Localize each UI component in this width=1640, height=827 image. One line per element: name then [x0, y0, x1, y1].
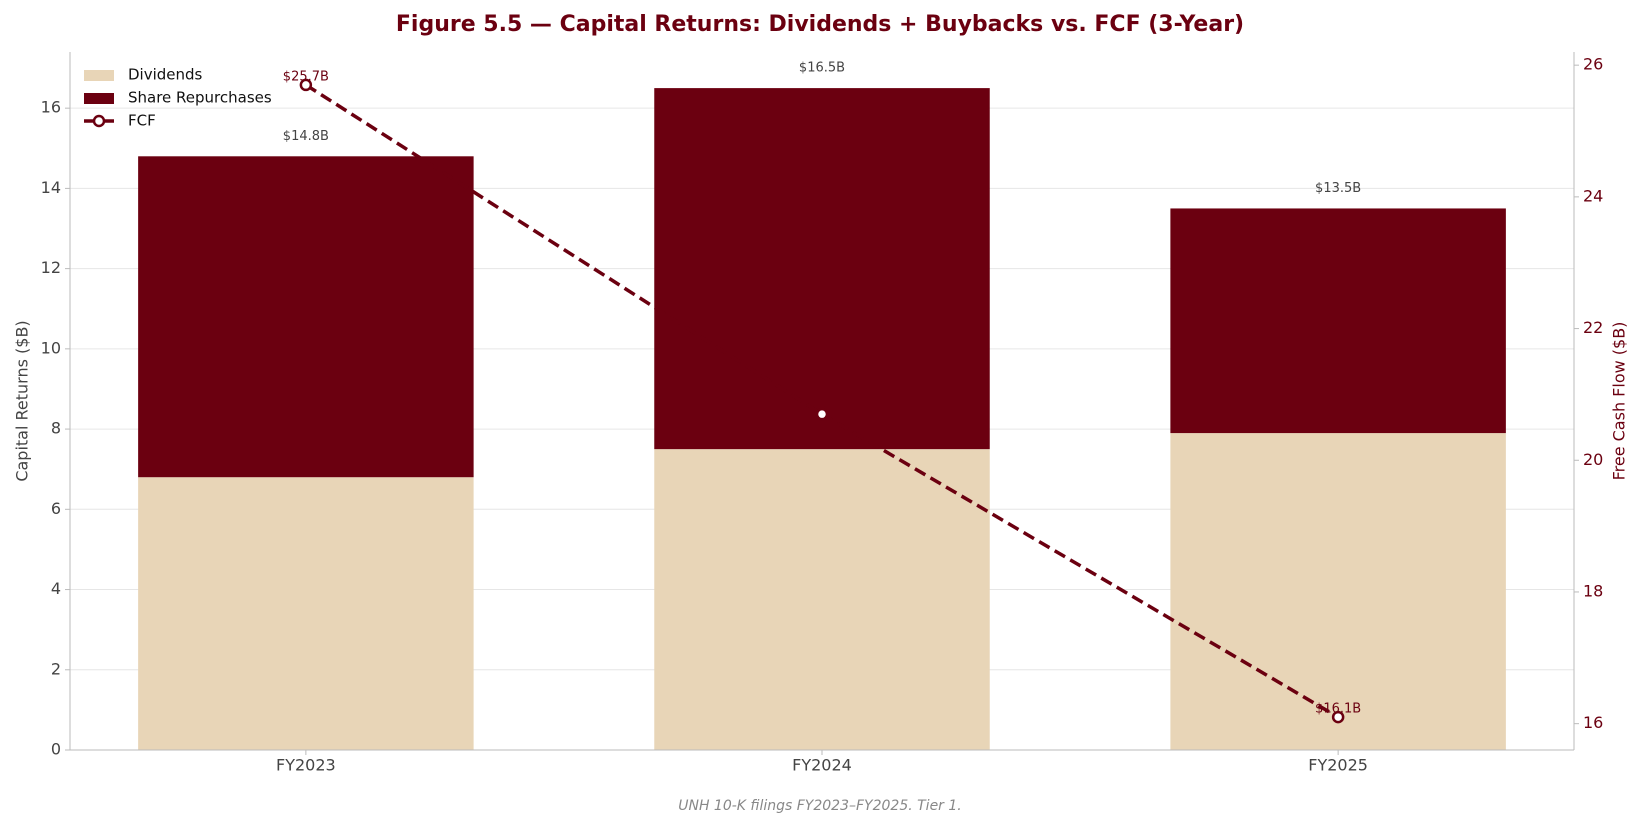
- footnote: UNH 10-K filings FY2023–FY2025. Tier 1.: [678, 798, 962, 814]
- fcf-marker: [1331, 710, 1345, 724]
- fcf-value-label: $16.1B: [1315, 702, 1361, 717]
- y-tick-label: 14: [41, 178, 61, 197]
- bar: [654, 88, 990, 450]
- y2-tick-label: 18: [1583, 581, 1603, 600]
- bar: [1170, 208, 1506, 434]
- y-tick-label: 16: [41, 98, 61, 117]
- chart-title: Figure 5.5 — Capital Returns: Dividends …: [396, 12, 1244, 37]
- fcf-marker: [815, 407, 829, 421]
- y-tick-label: 10: [41, 338, 61, 357]
- y-tick-label: 2: [51, 659, 61, 678]
- legend-label: Dividends: [128, 66, 203, 84]
- y2-tick-label: 20: [1583, 450, 1603, 469]
- legend-label: FCF: [128, 112, 156, 130]
- y2-tick-label: 16: [1583, 713, 1603, 732]
- bar: [138, 156, 474, 478]
- legend-marker: [92, 114, 106, 128]
- fcf-marker: [299, 78, 313, 92]
- y-tick-label: 0: [51, 740, 61, 759]
- y2-tick-label: 26: [1583, 55, 1603, 74]
- y-tick-label: 8: [51, 419, 61, 438]
- y-tick-label: 6: [51, 499, 61, 518]
- fcf-value-label: $25.7B: [283, 69, 329, 84]
- x-tick-label: FY2025: [1308, 756, 1368, 775]
- legend-label: Share Repurchases: [128, 89, 272, 107]
- legend-swatch: [84, 70, 114, 81]
- y2-tick-label: 24: [1583, 186, 1603, 205]
- bar: [1170, 433, 1506, 750]
- y-tick-label: 4: [51, 579, 61, 598]
- bar: [654, 449, 990, 750]
- bar: [138, 477, 474, 750]
- x-tick-label: FY2024: [792, 756, 852, 775]
- y-tick-label: 12: [41, 258, 61, 277]
- total-label: $14.8B: [283, 129, 329, 144]
- y2-tick-label: 22: [1583, 318, 1603, 337]
- x-tick-label: FY2023: [276, 756, 336, 775]
- y2-axis-label: Free Cash Flow ($B): [1610, 322, 1629, 481]
- total-label: $16.5B: [799, 61, 845, 76]
- legend-swatch: [84, 93, 114, 104]
- total-label: $13.5B: [1315, 181, 1361, 196]
- y-axis-label: Capital Returns ($B): [13, 320, 32, 481]
